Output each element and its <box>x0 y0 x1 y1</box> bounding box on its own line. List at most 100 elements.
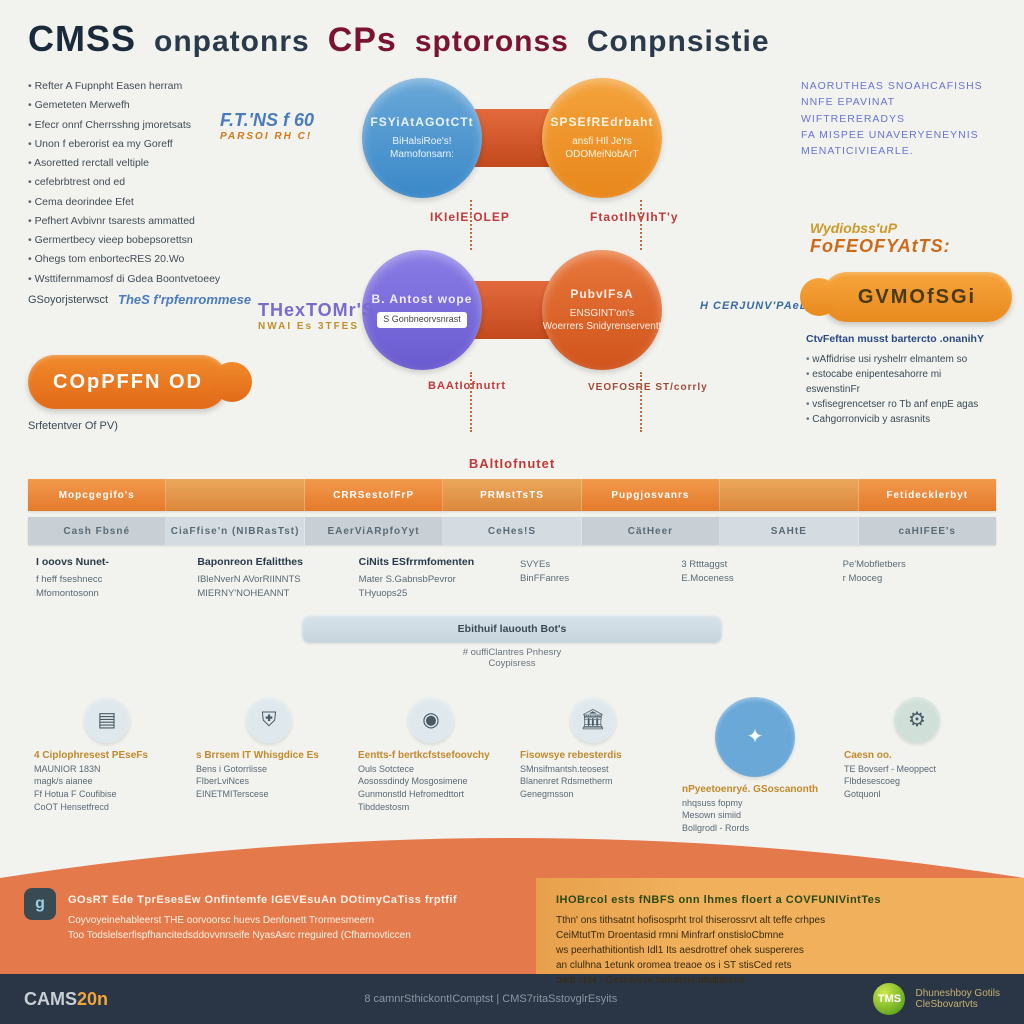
circle-top-left: FSYiAtAGOtCTt BiHalsiRoe's! Mamofonsarn: <box>362 78 482 198</box>
footer-left-lead: GOsRT Ede TprEsesEw Onfintemfe IGEVEsuAn… <box>68 892 516 909</box>
seg: caHIFEE's <box>859 517 996 545</box>
tool-icon: ⚙ <box>908 706 926 734</box>
document-icon: ▤ <box>98 706 117 734</box>
right-caption: FA MISPEE UNAVERYENEYNIS <box>801 127 996 143</box>
footer-logo-b: 20n <box>77 989 108 1009</box>
card-lead: nPyeetoenryé. GSoscanonth <box>682 783 828 797</box>
col: I ooovs Nunet-f heff fseshneccMfomontoso… <box>28 555 189 601</box>
badge-row: Ebithuif lauouth Bot's <box>302 615 722 643</box>
right-caption: NNFE EPAVINAT WIFTRERERADYS <box>801 94 996 127</box>
card-icon: ✦ <box>715 697 795 777</box>
card-lead: Eentts-f bertkcfstsefoovchy <box>358 749 504 763</box>
col: Baponreon Efalitthes IBleNverN AVorRIINNT… <box>189 555 350 601</box>
icon-card: ⚙ Caesn oo. TE Bovserf - MeoppectFlbdese… <box>838 693 996 839</box>
footer-band: g GOsRT Ede TprEsesEw Onfintemfe IGEVEsu… <box>0 878 1024 974</box>
left-bullet: Pefhert Avbivnr tsarests ammatted <box>28 213 268 229</box>
circle-line: ansfi HIl Je'rs <box>572 135 632 148</box>
card-body: nhqsuss fopmyMesown simiidBollgrodl - Ro… <box>682 797 828 835</box>
header-word-1: CMSS <box>28 18 136 60</box>
seg: Fetidecklerbyt <box>859 479 996 511</box>
col-body: Pe'Mobfletbersr Mooceg <box>843 558 988 586</box>
footer-mid-text: 8 camnrSthickontIComptst | CMS7ritaSstov… <box>364 993 617 1005</box>
footer-logo: CAMS20n <box>24 989 108 1010</box>
seg <box>166 479 304 511</box>
footer-right-group: TMS Dhuneshboy Gotils CleSbovartvts <box>873 983 1000 1015</box>
circle-line: ODOMeiNobArT <box>565 148 638 161</box>
dotted-connector <box>470 372 472 432</box>
card-body: Ouls SotcteceAosossdindy MosgosimeneGunm… <box>358 763 504 813</box>
side-tag-title: THexTOMr'S <box>258 300 375 320</box>
right-sub-item: estocabe enipentesahorre mi eswenstinFr <box>806 367 996 397</box>
icon-card: ✦ nPyeetoenryé. GSoscanonth nhqsuss fopm… <box>676 693 834 839</box>
seg: CeHes!S <box>443 517 581 545</box>
seg: CätHeer <box>582 517 720 545</box>
circle-chip: S Gonbneorvsnrast <box>377 312 467 328</box>
right-wordmark-l2: FoFEOFYAtTS: <box>810 236 980 257</box>
left-bullet: Wsttifernmamosf di Gdea Boontvetoeey <box>28 271 268 287</box>
circle-title: SPSEfREdrbaht <box>550 115 653 131</box>
seg: Pupgjosvanrs <box>582 479 720 511</box>
seg <box>720 479 858 511</box>
column-descriptions: I ooovs Nunet-f heff fseshneccMfomontoso… <box>28 555 996 601</box>
circle-line: Mamofonsarn: <box>390 148 454 161</box>
dotted-connector <box>470 200 472 250</box>
circle-bot-right: PubvIFsA ENSGINT'on's Woerrers Snidyrens… <box>542 250 662 370</box>
col-head: Baponreon Efalitthes <box>197 555 342 570</box>
dotted-connector <box>640 372 642 432</box>
header-word-2: onpatonrs <box>154 25 310 59</box>
left-wordmark: F.T.'NS f 60 PARSOI RH C! <box>220 110 314 142</box>
icon-card: 🏛 Fisowsye rebesterdis SMnsifmantsh.teos… <box>514 693 672 839</box>
circle-line: Woerrers Snidyrenserventt <box>543 320 662 333</box>
top-region: Refter A Fupnpht Easen herram Gemeteten … <box>0 70 1024 440</box>
circle-title: B. Antost wope <box>372 292 473 308</box>
seg: EAerViARpfoYyt <box>305 517 443 545</box>
left-wordmark-title: F.T.'NS f 60 <box>220 110 314 130</box>
page-header: CMSS onpatonrs CPs sptoronss Conpnsistie <box>0 0 1024 70</box>
badge-icon: ◉ <box>422 706 439 734</box>
badge-row-sub: # ouffiClantres PnhesryCoypisress <box>28 647 996 669</box>
right-sub-list: CtvFeftan musst bartercto .onanihY wAffi… <box>806 332 996 427</box>
duo-circles-bottom: B. Antost wope S Gonbneorvsnrast PubvIFs… <box>362 250 662 370</box>
circle-title: PubvIFsA <box>570 287 633 303</box>
card-lead: Caesn oo. <box>844 749 990 763</box>
left-bullet: Refter A Fupnpht Easen herram <box>28 78 268 94</box>
right-caption: MENATICIVIEARLE. <box>801 143 996 159</box>
footer-right-body: Tthn' ons tithsatnt hofisosprht trol thi… <box>556 915 825 986</box>
card-body: TE Bovserf - MeoppectFlbdesescoegGotquon… <box>844 763 990 801</box>
card-icon: ◉ <box>408 697 454 743</box>
col-body: Mater S.GabnsbPevrorTHyuops25 <box>359 573 504 601</box>
footer-r1: Dhuneshboy Gotils <box>915 988 1000 999</box>
building-icon: 🏛 <box>580 706 605 734</box>
left-wordmark-sub: PARSOI RH C! <box>220 131 314 142</box>
segment-bar-secondary: Cash Fbsné CiaFfise'n (NIBRasTst) EAerVi… <box>28 517 996 545</box>
circle-line: ENSGINT'on's <box>570 307 634 320</box>
pill-label: COpPFFN OD <box>53 371 203 394</box>
circle-bot-left: B. Antost wope S Gonbneorvsnrast <box>362 250 482 370</box>
badge-row-text: Ebithuif lauouth Bot's <box>458 623 567 635</box>
right-wordmark-l1: Wydiobss'uP <box>810 220 980 236</box>
card-lead: 4 Ciplophresest PEseFs <box>34 749 180 763</box>
right-caption: NAORUTHEAS SNOAHCAFISHS <box>801 78 996 94</box>
left-bullet: Asoretted rerctall veltiple <box>28 155 268 171</box>
footer-left-body: Coyvoyeinehableerst THE oorvoorsc huevs … <box>68 915 411 941</box>
icon-card: ◉ Eentts-f bertkcfstsefoovchy Ouls Sotct… <box>352 693 510 839</box>
footer-right-lead: IHOBrcol ests fNBFS onn lhmes floert a C… <box>556 892 1004 909</box>
card-icon: ⚙ <box>894 697 940 743</box>
dotted-connector <box>640 200 642 250</box>
card-body: Bens i GotorrlisseFIberLviNcesEINETMITer… <box>196 763 342 801</box>
col-head: CiNits ESfrrmfomenten <box>359 555 504 570</box>
card-body: MAUNIOR 183Nmagk/s aianeeFf Hotua F Couf… <box>34 763 180 813</box>
icon-card-row: ▤ 4 Ciplophresest PEseFs MAUNIOR 183Nmag… <box>28 693 996 839</box>
pill-badge-left: COpPFFN OD <box>28 355 228 409</box>
col: Pe'Mobfletbersr Mooceg <box>835 555 996 601</box>
circle-line: BiHalsiRoe's! <box>392 135 451 148</box>
pill-label: GVMOfSGi <box>858 286 976 309</box>
circle-title: FSYiAtAGOtCTt <box>370 115 473 131</box>
footer-cell-left: g GOsRT Ede TprEsesEw Onfintemfe IGEVEsu… <box>0 878 536 974</box>
seg: CRRSestofFrP <box>305 479 443 511</box>
seg: Mopcgegifo's <box>28 479 166 511</box>
col-body: 3 RtttaggstE.Moceness <box>681 558 826 586</box>
card-icon: 🏛 <box>570 697 616 743</box>
col-body: IBleNverN AVorRIINNTSMIERNY'NOHEANNT <box>197 573 342 601</box>
right-sub-item: vsfisegrencetser ro Tb anf enpE agas <box>806 397 996 412</box>
